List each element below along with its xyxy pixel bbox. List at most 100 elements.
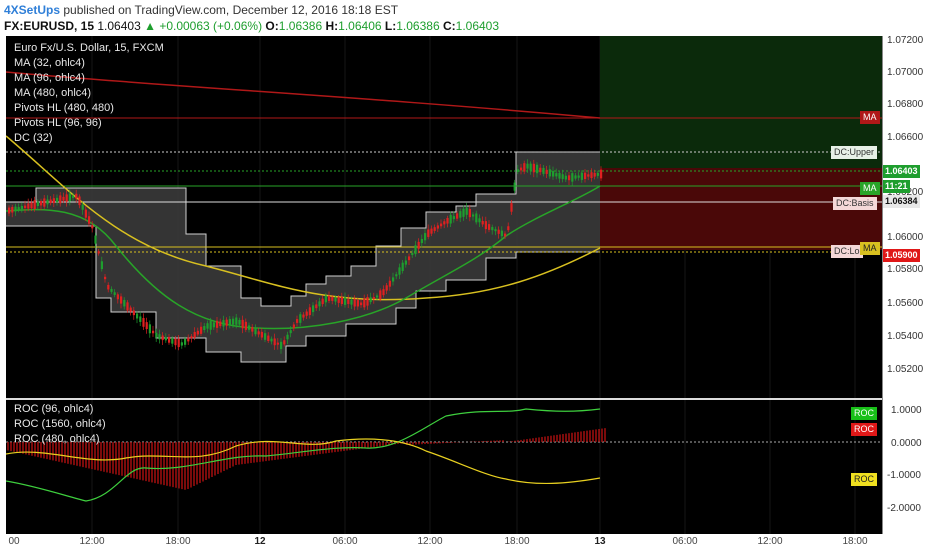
last-price: 1.06403 — [97, 19, 141, 33]
candle-body — [193, 331, 196, 338]
ma480-line — [6, 71, 601, 119]
candle-body — [273, 338, 276, 346]
candle-body — [324, 295, 327, 303]
candle-body — [113, 292, 116, 295]
legend-title: Euro Fx/U.S. Dollar, 15, FXCM — [14, 42, 164, 54]
candle-body — [164, 337, 167, 341]
candle-body — [94, 235, 97, 244]
legend-pivots-480[interactable]: Pivots HL (480, 480) — [14, 102, 114, 114]
candle-body — [184, 338, 187, 345]
candle-body — [488, 224, 491, 230]
candle-body — [590, 172, 593, 179]
legend-roc-1560[interactable]: ROC (1560, ohlc4) — [14, 418, 106, 430]
legend-pivots-96[interactable]: Pivots HL (96, 96) — [14, 117, 102, 129]
donchian-upper-line — [6, 151, 600, 307]
candle-body — [584, 172, 587, 180]
ma32-line — [6, 185, 601, 330]
author-link[interactable]: 4XSetUps — [4, 3, 61, 17]
time-axis[interactable] — [0, 534, 932, 550]
candle-body — [222, 320, 225, 327]
candle-body — [120, 296, 123, 304]
candle-body — [116, 294, 119, 300]
candle-body — [497, 229, 500, 234]
candle-body — [433, 227, 436, 231]
legend-ma96[interactable]: MA (96, ohlc4) — [14, 72, 85, 84]
time-tick: 13 — [594, 536, 606, 547]
candle-body — [139, 316, 142, 322]
publish-line: 4XSetUps published on TradingView.com, D… — [4, 3, 398, 17]
legend-roc-96[interactable]: ROC (96, ohlc4) — [14, 403, 94, 415]
bar-countdown: 11:21 — [883, 180, 910, 193]
chart-canvas[interactable]: Euro Fx/U.S. Dollar, 15, FXCM MA (32, oh… — [6, 36, 882, 534]
candle-body — [27, 203, 30, 209]
candle-body — [555, 173, 558, 177]
candle-body — [276, 342, 279, 345]
legend-dc32[interactable]: DC (32) — [14, 132, 53, 144]
candle-body — [212, 322, 215, 328]
candle-body — [17, 207, 20, 210]
candle-body — [148, 324, 151, 334]
time-tick: 12:00 — [757, 536, 783, 547]
price-tick: 1.05600 — [887, 298, 924, 309]
candle-body — [542, 167, 545, 174]
candle-body — [296, 319, 299, 323]
candle-body — [302, 314, 305, 318]
legend-ma32[interactable]: MA (32, ohlc4) — [14, 57, 85, 69]
candle-body — [350, 299, 353, 305]
candle-body — [596, 172, 599, 176]
candle-body — [49, 199, 52, 204]
candle-body — [360, 302, 363, 306]
candle-body — [174, 338, 177, 346]
candle-body — [248, 325, 251, 330]
candle-body — [516, 169, 519, 172]
roc-tick: 0.0000 — [891, 438, 922, 449]
candle-body — [24, 205, 27, 208]
candle-body — [75, 193, 78, 199]
candle-body — [161, 335, 164, 341]
candle-body — [472, 214, 475, 217]
legend-ma480[interactable]: MA (480, ohlc4) — [14, 87, 92, 99]
candle-body — [446, 218, 449, 224]
candle-body — [225, 319, 228, 326]
legend-roc-480[interactable]: ROC (480, ohlc4) — [14, 433, 100, 445]
candle-body — [475, 213, 478, 223]
candle-body — [43, 198, 46, 207]
candle-body — [91, 225, 94, 229]
candle-body — [404, 260, 407, 265]
candle-body — [353, 298, 356, 307]
candle-body — [264, 333, 267, 340]
candle-body — [200, 326, 203, 334]
candle-body — [132, 310, 135, 316]
candle-body — [267, 335, 270, 341]
candle-body — [577, 175, 580, 178]
candle-body — [523, 163, 526, 172]
candle-body — [299, 314, 302, 323]
chart-header: 4XSetUps published on TradingView.com, D… — [0, 0, 932, 36]
candle-body — [376, 295, 379, 298]
time-tick: 12 — [254, 536, 266, 547]
candle-body — [187, 337, 190, 342]
price-axis[interactable] — [882, 36, 932, 534]
candle-body — [462, 208, 465, 217]
candle-body — [593, 172, 596, 177]
candle-body — [420, 238, 423, 244]
price-tick: 1.05800 — [887, 264, 924, 275]
candle-body — [382, 289, 385, 296]
roc-green-line — [6, 408, 601, 502]
candle-body — [481, 220, 484, 225]
candle-body — [318, 301, 321, 307]
candle-body — [171, 338, 174, 344]
candle-body — [312, 305, 315, 313]
roc-yellow-badge: ROC — [851, 473, 877, 486]
roc-red-badge: ROC — [851, 423, 877, 436]
candle-body — [40, 200, 43, 206]
candle-body — [395, 274, 398, 277]
candle-body — [289, 330, 292, 334]
candle-body — [401, 262, 404, 271]
candle-body — [321, 298, 324, 305]
candle-body — [430, 228, 433, 234]
candle-body — [414, 245, 417, 255]
pane-separator[interactable] — [6, 398, 882, 400]
ma-price-label: 1.06384 — [883, 195, 920, 208]
candle-body — [561, 174, 564, 180]
